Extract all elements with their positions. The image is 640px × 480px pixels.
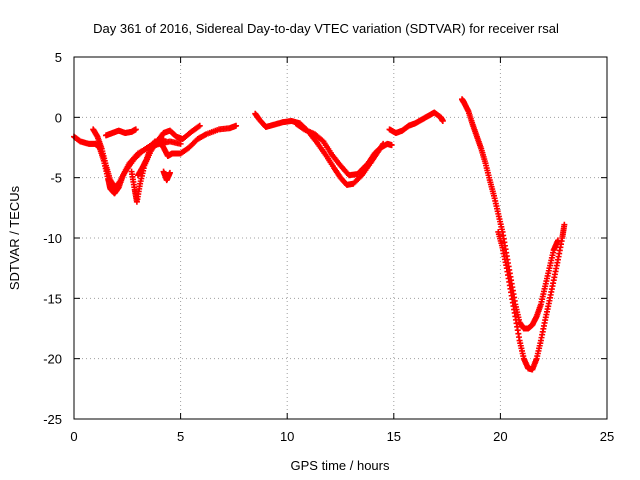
y-tick-label: -10	[43, 231, 62, 246]
x-tick-label: 25	[600, 429, 614, 444]
series-arc-7	[252, 110, 387, 188]
data-point	[561, 221, 568, 228]
x-tick-label: 20	[493, 429, 507, 444]
series-arc-3	[102, 126, 139, 139]
series-arc-8	[292, 120, 395, 179]
y-tick-label: -20	[43, 352, 62, 367]
series-arc-2	[90, 126, 167, 191]
chart-title: Day 361 of 2016, Sidereal Day-to-day VTE…	[93, 21, 559, 36]
series-arc-9	[386, 109, 446, 137]
plot-frame	[73, 56, 608, 420]
y-tick-label: -15	[43, 291, 62, 306]
series-arc-5	[134, 122, 240, 179]
data-point	[388, 142, 395, 149]
x-tick-label: 0	[70, 429, 77, 444]
x-tick-label: 15	[387, 429, 401, 444]
series-arc-6	[160, 168, 173, 184]
y-tick-label: -5	[50, 171, 62, 186]
y-tick-label: -25	[43, 412, 62, 427]
tick-labels: 0 5 10 15 20 25 5 0 -5 -10 -15 -20 -25	[43, 50, 614, 444]
series-layer	[71, 96, 568, 373]
y-tick-label: 5	[55, 50, 62, 65]
data-point	[233, 122, 240, 129]
series-arc-11	[495, 221, 568, 373]
y-axis-label: SDTVAR / TECUs	[7, 185, 22, 290]
data-point	[132, 126, 139, 133]
y-tick-label: 0	[55, 110, 62, 125]
series-arc-4	[128, 122, 203, 205]
data-point	[166, 169, 173, 176]
data-point	[439, 117, 446, 124]
x-axis-label: GPS time / hours	[291, 458, 390, 473]
x-tick-label: 5	[177, 429, 184, 444]
series-arc-10	[459, 96, 561, 332]
data-point	[196, 122, 203, 129]
x-tick-label: 10	[280, 429, 294, 444]
data-point	[177, 140, 184, 147]
